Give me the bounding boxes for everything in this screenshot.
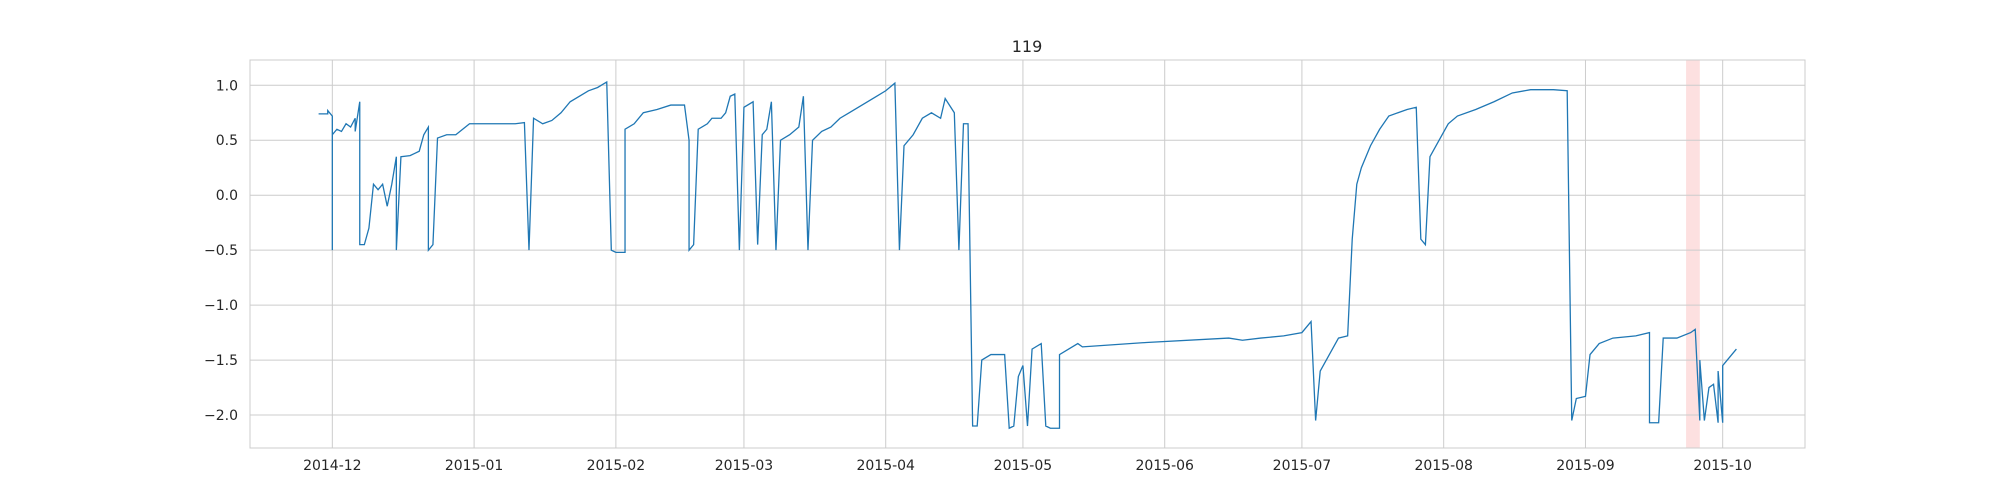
- series-line: [318, 80, 1737, 430]
- x-tick-label: 2015-10: [1693, 458, 1752, 474]
- x-tick-label: 2015-05: [994, 458, 1053, 474]
- x-tick-label: 2015-04: [856, 458, 915, 474]
- plot-frame: [249, 59, 1806, 449]
- x-tick-label: 2015-09: [1556, 458, 1615, 474]
- x-tick-label: 2015-02: [587, 458, 646, 474]
- y-tick-label: 0.0: [216, 188, 238, 204]
- y-tick-label: −2.0: [204, 408, 238, 424]
- y-tick-label: −0.5: [204, 243, 238, 259]
- x-tick-label: 2015-03: [715, 458, 774, 474]
- grid-layer: [250, 60, 1805, 448]
- x-tick-label: 2015-08: [1414, 458, 1473, 474]
- y-tick-label: −1.5: [204, 353, 238, 369]
- y-tick-label: 1.0: [216, 78, 238, 94]
- series-layer: [318, 80, 1737, 430]
- plot-background: [250, 60, 1805, 448]
- x-tick-label: 2015-01: [445, 458, 504, 474]
- y-tick-label: −1.0: [204, 298, 238, 314]
- x-tick-label: 2014-12: [303, 458, 362, 474]
- tick-layer: 2014-12 2015-01 2015-02 2015-03 2015-04 2015-…: [204, 78, 1752, 474]
- y-tick-label: 0.5: [216, 133, 238, 149]
- x-tick-label: 2015-07: [1273, 458, 1332, 474]
- x-tick-label: 2015-06: [1135, 458, 1194, 474]
- chart-title: 119: [1012, 37, 1043, 56]
